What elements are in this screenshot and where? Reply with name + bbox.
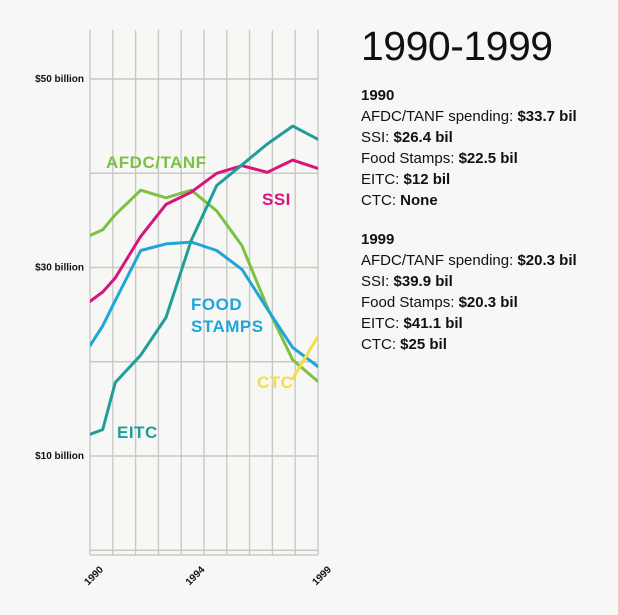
year-heading: 1990 bbox=[361, 87, 395, 104]
y-axis-ticks: $50 billion $30 billion $10 billion bbox=[35, 74, 84, 462]
line-chart: $50 billion$30 billion$10 billion 1990 19… bbox=[35, 30, 334, 588]
series-label: AFDC/TANF bbox=[106, 153, 207, 172]
series-line-afdc-tanf bbox=[90, 188, 318, 383]
stat-row: SSI: $26.4 bil bbox=[361, 129, 453, 146]
x-tick-label: 1999 bbox=[310, 564, 334, 588]
year-heading: 1999 bbox=[361, 231, 395, 248]
y-tick-label: $10 billion bbox=[35, 451, 84, 462]
stat-row: CTC: None bbox=[361, 192, 438, 209]
x-tick-label: 1994 bbox=[184, 564, 208, 588]
year-block-1990: 1990 AFDC/TANF spending: $33.7 bil SSI: … bbox=[361, 85, 616, 211]
y-tick-label: $50 billion bbox=[35, 74, 84, 85]
stat-row: AFDC/TANF spending: $33.7 bil bbox=[361, 108, 577, 125]
year-block-1999: 1999 AFDC/TANF spending: $20.3 bil SSI: … bbox=[361, 229, 616, 355]
stat-row: Food Stamps: $20.3 bil bbox=[361, 294, 518, 311]
series-label: STAMPS bbox=[191, 317, 264, 336]
stat-row: SSI: $39.9 bil bbox=[361, 273, 453, 290]
series-line-ctc bbox=[291, 333, 318, 381]
stat-row: AFDC/TANF spending: $20.3 bil bbox=[361, 252, 577, 269]
series-label: CTC bbox=[257, 373, 293, 392]
y-tick-label: $30 billion bbox=[35, 263, 84, 274]
stat-row: EITC: $41.1 bil bbox=[361, 315, 463, 332]
series-line-eitc bbox=[90, 124, 318, 436]
series-label: SSI bbox=[262, 190, 291, 209]
x-tick-label: 1990 bbox=[82, 564, 106, 588]
x-axis-ticks: 1990 1994 1999 bbox=[82, 564, 334, 588]
panel-title: 1990-1999 bbox=[361, 23, 553, 69]
series-label: FOOD bbox=[191, 295, 242, 314]
chart-grid bbox=[89, 30, 319, 556]
stat-row: EITC: $12 bil bbox=[361, 171, 451, 188]
stat-row: CTC: $25 bil bbox=[361, 336, 447, 353]
series-label: EITC bbox=[117, 423, 158, 442]
chart-series bbox=[90, 124, 318, 436]
stat-row: Food Stamps: $22.5 bil bbox=[361, 150, 518, 167]
series-annotations: AFDC/TANF SSI FOOD STAMPS EITC CTC bbox=[106, 153, 293, 442]
series-line-ssi bbox=[90, 158, 318, 303]
summary-panel: 1990-1999 1990 AFDC/TANF spending: $33.7… bbox=[361, 26, 616, 373]
